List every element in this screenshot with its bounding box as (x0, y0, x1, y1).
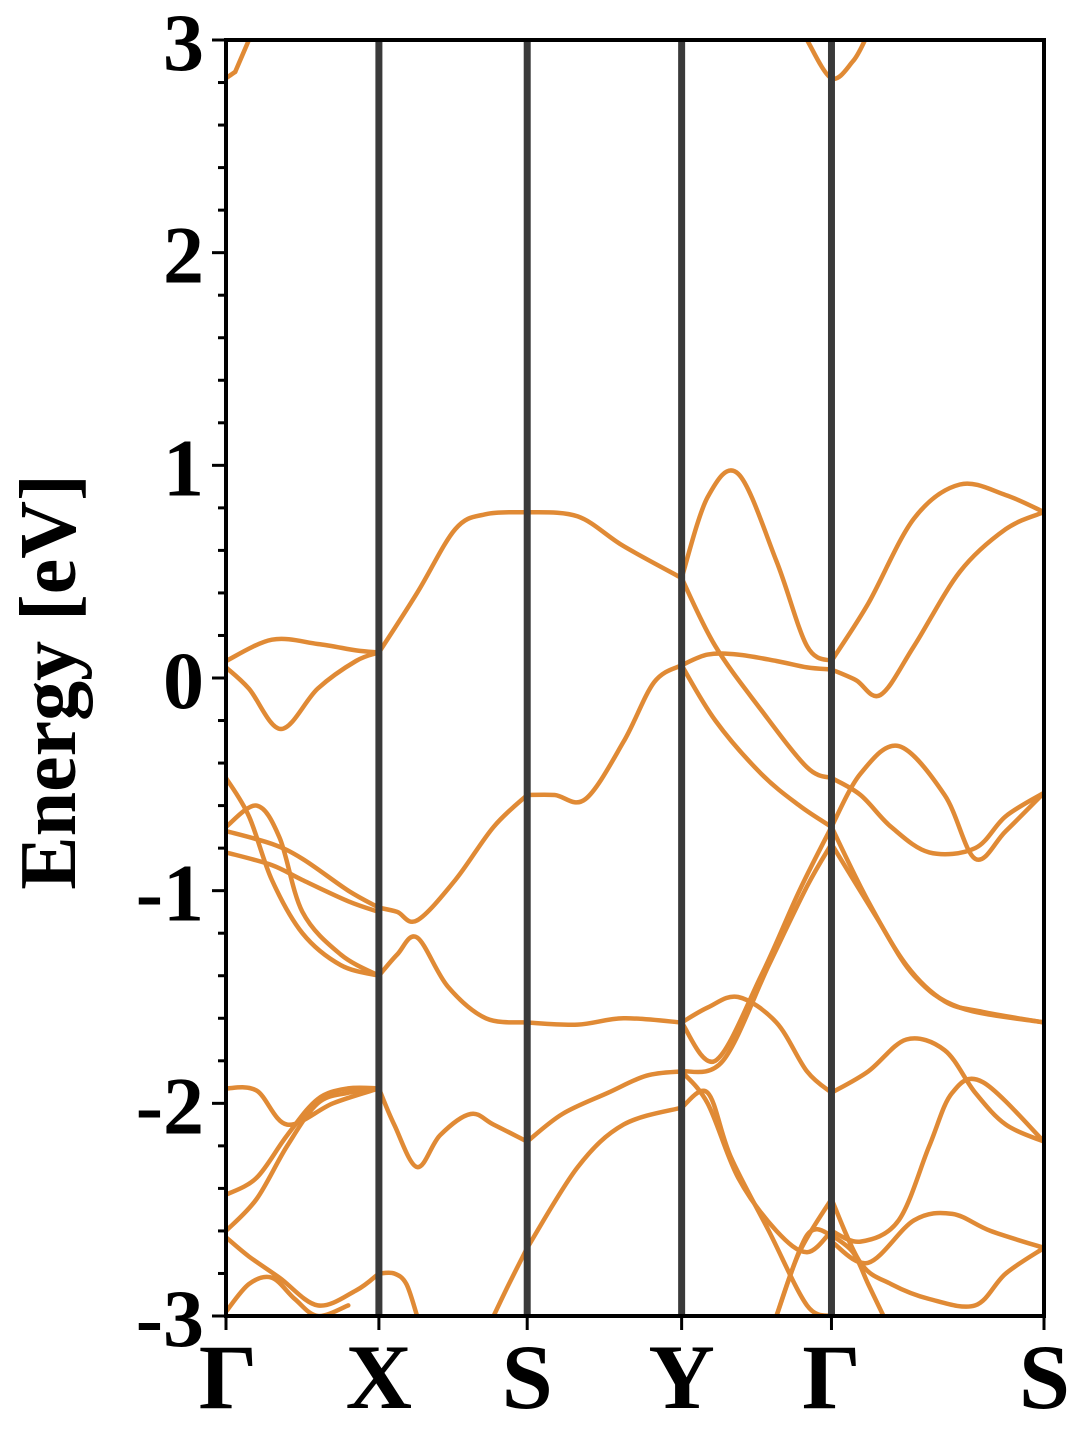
x-tick-label-2: S (502, 1326, 553, 1428)
x-tick-label-5: S (1019, 1326, 1070, 1428)
band-25 (829, 841, 1044, 1025)
band-24 (679, 841, 834, 1075)
band-18 (376, 934, 530, 1025)
x-tick-label-1: X (346, 1326, 412, 1428)
y-tick-label-0: 3 (163, 0, 204, 88)
band-13 (226, 775, 382, 978)
band-9 (679, 651, 834, 672)
band-46 (804, 40, 868, 82)
band-3 (524, 509, 684, 581)
band-20 (679, 994, 834, 1095)
band-lines (226, 40, 1044, 1316)
band-45 (232, 40, 252, 75)
band-2 (376, 509, 530, 655)
band-42 (774, 1227, 834, 1316)
x-tick-label-0: Γ (199, 1326, 258, 1428)
band-7 (829, 775, 1044, 857)
band-35 (491, 1245, 530, 1316)
band-6 (679, 575, 834, 781)
band-10 (829, 509, 1044, 699)
band-16 (226, 850, 382, 915)
band-17 (376, 792, 530, 924)
band-22 (679, 824, 834, 1064)
band-19 (524, 1016, 684, 1028)
band-11 (679, 662, 834, 830)
y-axis-ticks: 3 2 1 0 -1 -2 -3 (136, 0, 226, 1364)
high-symmetry-dividers (375, 40, 835, 1316)
band-30 (829, 1076, 1044, 1244)
band-26 (226, 1085, 382, 1127)
plot-frame (224, 38, 1046, 1318)
band-41 (829, 1210, 1044, 1266)
band-32 (226, 1086, 382, 1234)
band-27 (376, 1086, 530, 1170)
y-tick-label-5: -2 (136, 1060, 204, 1151)
band-4 (679, 468, 834, 664)
x-tick-label-4: Γ (802, 1326, 861, 1428)
band-28 (524, 1069, 684, 1144)
y-tick-label-1: 2 (163, 210, 204, 301)
band-38 (376, 1270, 420, 1316)
band-14 (226, 803, 382, 978)
y-tick-label-3: 0 (163, 635, 204, 726)
y-tick-label-6: -3 (136, 1273, 204, 1364)
band-15 (226, 828, 382, 910)
band-5 (829, 481, 1044, 664)
band-33 (679, 1088, 834, 1316)
band-36 (226, 1235, 382, 1308)
x-tick-label-3: Y (648, 1326, 714, 1428)
band-34 (524, 1105, 684, 1251)
band-29 (679, 1069, 834, 1255)
band-8 (524, 662, 684, 805)
y-tick-label-2: 1 (163, 422, 204, 513)
band-21 (829, 1036, 1044, 1144)
y-tick-label-4: -1 (136, 848, 204, 939)
band-23 (829, 824, 1044, 1025)
band-1 (226, 650, 382, 732)
band-0 (226, 636, 382, 664)
band-12 (829, 743, 1044, 862)
y-axis-label: Energy [eV] (5, 474, 93, 889)
band-31 (226, 1085, 382, 1198)
band-43 (829, 1232, 886, 1316)
